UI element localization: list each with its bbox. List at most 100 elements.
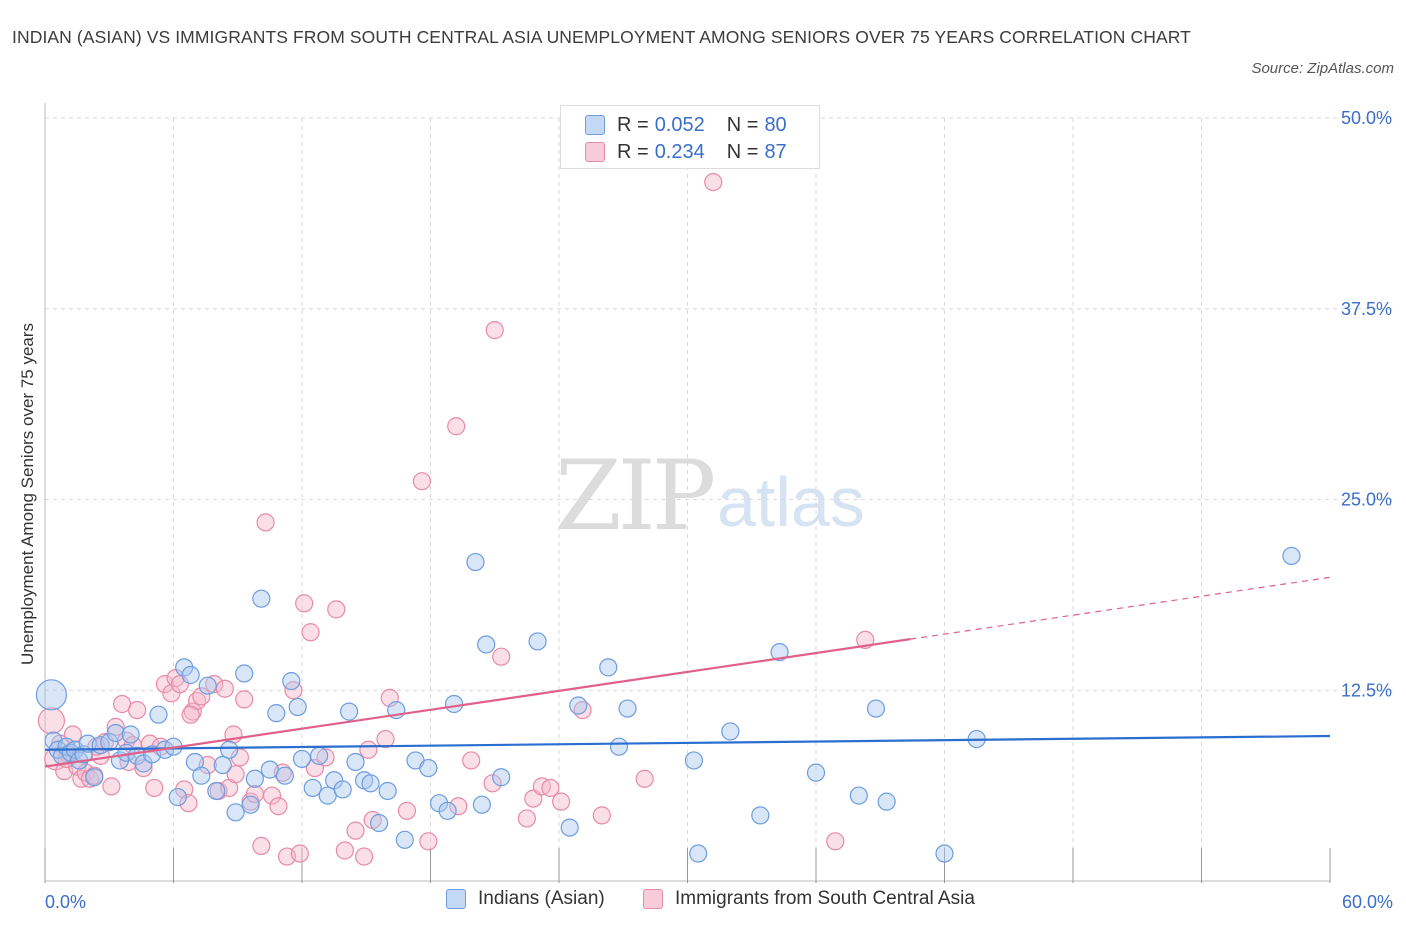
point-immigrants xyxy=(592,806,611,825)
legend-r-label: R = xyxy=(617,113,649,136)
point-indians xyxy=(303,778,322,798)
legend-label-indians: Indians (Asian) xyxy=(478,888,605,909)
point-immigrants xyxy=(295,594,314,613)
point-indians xyxy=(370,813,389,833)
point-indians xyxy=(220,740,239,759)
point-immigrants xyxy=(462,751,481,770)
x-tick-label: 60.0% xyxy=(1342,892,1393,912)
y-tick-label: 25.0% xyxy=(1341,490,1392,510)
point-indians xyxy=(149,705,168,724)
trend-line-immigrants-extension xyxy=(910,576,1331,640)
point-indians xyxy=(849,786,868,805)
watermark-zip: ZIP xyxy=(555,440,716,552)
legend-swatch-blue xyxy=(585,115,605,135)
point-immigrants xyxy=(235,690,254,709)
point-immigrants xyxy=(290,844,309,863)
point-immigrants xyxy=(449,797,468,816)
point-indians xyxy=(569,696,588,715)
point-indians xyxy=(378,781,397,801)
point-immigrants xyxy=(192,687,211,706)
point-indians xyxy=(175,658,194,677)
legend-n-value: 87 xyxy=(764,140,787,163)
point-indians xyxy=(267,704,286,723)
point-indians xyxy=(340,702,359,721)
legend-item-indians: Indians (Asian) xyxy=(446,888,605,910)
point-indians xyxy=(282,671,301,691)
point-immigrants xyxy=(252,836,271,856)
point-indians xyxy=(877,792,896,811)
point-indians xyxy=(245,769,264,788)
point-indians xyxy=(599,658,618,677)
point-indians xyxy=(751,806,770,825)
point-indians xyxy=(528,632,547,651)
point-indians xyxy=(935,844,954,863)
point-indians xyxy=(395,830,414,849)
point-indians xyxy=(806,763,826,782)
watermark-atlas: atlas xyxy=(717,463,865,541)
point-immigrants xyxy=(181,705,200,724)
point-indians xyxy=(689,844,708,863)
point-immigrants xyxy=(447,417,466,436)
legend-n-label: N = xyxy=(726,113,759,136)
point-indians xyxy=(721,722,740,741)
point-immigrants xyxy=(327,600,346,619)
point-indians xyxy=(121,725,140,744)
legend-n-label: N = xyxy=(726,140,759,163)
point-indians xyxy=(168,787,187,807)
legend-swatch-blue xyxy=(446,889,466,909)
correlation-legend: R = 0.052 N = 80 R = 0.234 N = 87 xyxy=(560,105,820,169)
y-axis-label: Unemployment Among Seniors over 75 years xyxy=(18,322,37,666)
point-indians xyxy=(241,795,260,814)
tick-label-layer: 12.5% 25.0% 37.5% 50.0% 0.0% 60.0% xyxy=(45,108,1393,912)
point-immigrants xyxy=(37,707,66,735)
point-indians xyxy=(252,589,271,608)
point-immigrants xyxy=(704,172,723,192)
point-immigrants xyxy=(183,702,202,721)
point-indians xyxy=(472,795,491,814)
point-immigrants xyxy=(485,321,504,340)
trend-layer xyxy=(44,576,1331,768)
point-indians xyxy=(477,635,496,654)
legend-row-indians: R = 0.052 N = 80 xyxy=(585,112,787,138)
point-indians xyxy=(192,766,211,785)
point-immigrants xyxy=(179,794,198,813)
point-indians xyxy=(292,749,312,769)
point-indians xyxy=(618,699,637,718)
legend-item-immigrants: Immigrants from South Central Asia xyxy=(643,888,975,910)
point-immigrants xyxy=(155,675,175,694)
point-indians xyxy=(770,642,789,662)
point-immigrants xyxy=(517,809,536,828)
point-indians xyxy=(100,733,119,752)
point-indians xyxy=(419,758,438,778)
point-indians xyxy=(444,694,464,714)
chart-source: Source: ZipAtlas.com xyxy=(1251,60,1394,77)
legend-r-label: R = xyxy=(617,140,649,163)
point-immigrants xyxy=(335,841,354,860)
point-immigrants xyxy=(376,729,395,749)
point-indians xyxy=(226,803,245,822)
legend-swatch-pink xyxy=(643,889,663,909)
point-immigrants xyxy=(412,472,432,491)
point-immigrants xyxy=(397,801,417,820)
point-immigrants xyxy=(226,765,245,784)
x-tick-label: 0.0% xyxy=(45,892,86,912)
point-immigrants xyxy=(826,832,845,851)
legend-row-immigrants: R = 0.234 N = 87 xyxy=(585,139,787,165)
point-immigrants xyxy=(215,679,234,698)
point-indians xyxy=(361,774,380,793)
point-indians xyxy=(310,746,329,765)
legend-label-immigrants: Immigrants from South Central Asia xyxy=(675,888,975,909)
point-immigrants xyxy=(262,786,282,805)
point-immigrants xyxy=(359,740,378,759)
point-indians xyxy=(333,780,352,799)
y-tick-label: 37.5% xyxy=(1341,299,1392,319)
point-immigrants xyxy=(256,513,275,532)
point-immigrants xyxy=(127,700,147,720)
point-indians xyxy=(85,768,104,787)
y-tick-label: 12.5% xyxy=(1341,680,1392,700)
point-indians xyxy=(560,818,579,837)
point-indians xyxy=(207,781,226,801)
point-indians xyxy=(492,768,511,787)
series-blue-points xyxy=(35,546,1301,863)
